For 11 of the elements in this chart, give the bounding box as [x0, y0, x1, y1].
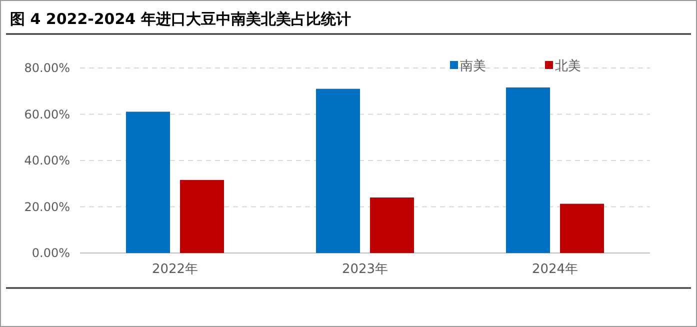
title: 图 4 2022-2024 年进口大豆中南美北美占比统计 [10, 10, 351, 28]
ytick: 60.00% [24, 107, 70, 122]
xtick: 2023年 [342, 262, 388, 277]
ytick: 80.00% [24, 61, 70, 75]
ytick: 20.00% [24, 200, 70, 214]
legend: 北美 [555, 59, 581, 74]
xtick: 2022年 [152, 262, 198, 277]
xtick: 2024年 [532, 262, 578, 277]
ytick: 0.00% [32, 246, 70, 260]
ytick: 40.00% [24, 154, 70, 168]
legend: 南美 [460, 59, 486, 74]
